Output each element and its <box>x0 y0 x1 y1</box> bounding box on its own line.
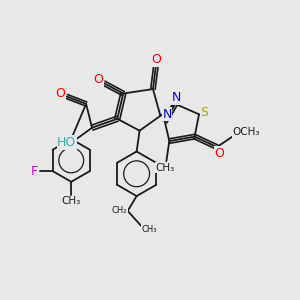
Text: O: O <box>214 147 224 160</box>
Text: N: N <box>162 108 172 121</box>
Text: O: O <box>55 87 65 100</box>
Text: O: O <box>94 73 103 86</box>
Text: N: N <box>172 92 182 104</box>
Text: CH₃: CH₃ <box>155 163 175 173</box>
Text: CH₃: CH₃ <box>142 225 157 234</box>
Text: HO: HO <box>57 136 76 149</box>
Text: S: S <box>200 106 208 119</box>
Text: CH₃: CH₃ <box>61 196 81 206</box>
Text: F: F <box>31 165 38 178</box>
Text: O: O <box>152 53 161 66</box>
Text: CH₂: CH₂ <box>112 206 127 215</box>
Text: OCH₃: OCH₃ <box>232 127 260 137</box>
